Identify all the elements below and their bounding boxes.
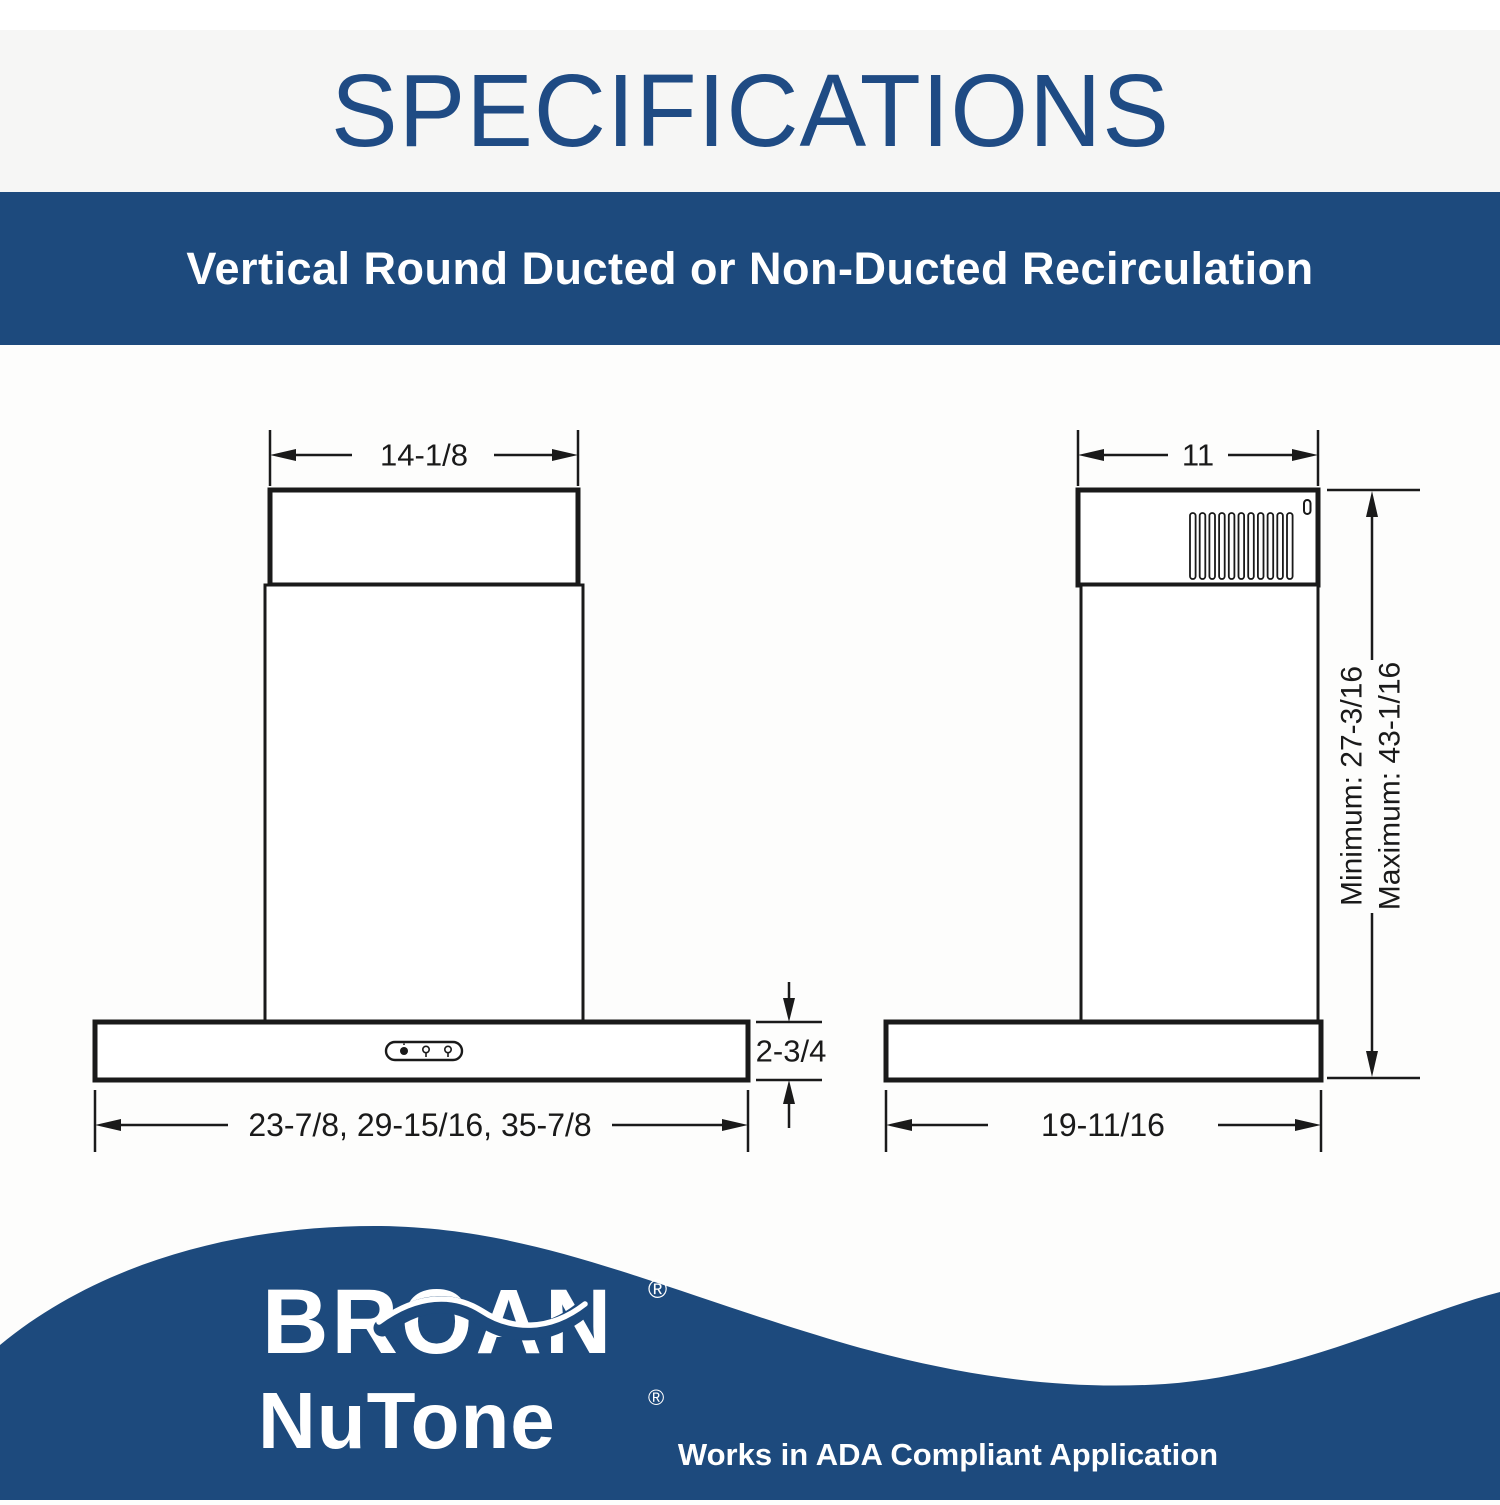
side-bottom-depth-dimension: 19-11/16 bbox=[884, 1090, 1323, 1152]
page-title: SPECIFICATIONS bbox=[330, 53, 1170, 168]
nutone-logo-text: NuTone bbox=[258, 1376, 556, 1465]
nutone-registered-icon: ® bbox=[648, 1385, 664, 1410]
footer-svg: BROAN ® NuTone ® Works in ADA Compliant … bbox=[0, 1225, 1500, 1500]
broan-registered-icon: ® bbox=[648, 1274, 667, 1304]
side-hood-base bbox=[883, 1019, 1324, 1083]
arrow-down-icon bbox=[783, 998, 795, 1022]
arrow-right-icon bbox=[722, 1119, 748, 1131]
arrow-left-icon bbox=[270, 449, 296, 461]
front-top-width-dimension: 14-1/8 bbox=[268, 430, 580, 486]
front-bottom-width-dimension: 23-7/8, 29-15/16, 35-7/8 bbox=[93, 1090, 750, 1152]
ada-note: Works in ADA Compliant Application bbox=[678, 1437, 1218, 1472]
front-hood-widths-label: 23-7/8, 29-15/16, 35-7/8 bbox=[248, 1107, 591, 1143]
side-top-depth-dimension: 11 bbox=[1076, 430, 1320, 486]
front-duct-cover bbox=[267, 487, 581, 588]
arrow-up-icon bbox=[1366, 491, 1378, 517]
top-white-strip bbox=[0, 0, 1500, 30]
front-base-height-dimension: 2-3/4 bbox=[756, 982, 827, 1128]
drawings-svg: 14-1/8 2-3/4 bbox=[92, 430, 1420, 1152]
side-hood-depth-label: 19-11/16 bbox=[1041, 1107, 1165, 1143]
front-chimney bbox=[263, 583, 585, 1024]
side-height-minimum-label: Minimum: 27-3/16 bbox=[1336, 666, 1369, 906]
arrow-left-icon bbox=[886, 1119, 912, 1131]
arrow-right-icon bbox=[552, 449, 578, 461]
subtitle-banner: Vertical Round Ducted or Non-Ducted Reci… bbox=[0, 192, 1500, 345]
side-chimney bbox=[1079, 583, 1320, 1024]
arrow-right-icon bbox=[1292, 449, 1318, 461]
arrow-left-icon bbox=[1078, 449, 1104, 461]
brand-footer: BROAN ® NuTone ® Works in ADA Compliant … bbox=[0, 1200, 1500, 1500]
front-view-drawing: 14-1/8 2-3/4 bbox=[92, 430, 827, 1152]
side-view-drawing: 11 Minimum: 27-3/16 bbox=[883, 430, 1420, 1152]
arrow-right-icon bbox=[1295, 1119, 1321, 1131]
subtitle-text: Vertical Round Ducted or Non-Ducted Reci… bbox=[186, 242, 1314, 294]
duct-knockout-mark bbox=[1303, 499, 1312, 515]
technical-drawings: 14-1/8 2-3/4 bbox=[0, 345, 1500, 1245]
side-height-dimension: Minimum: 27-3/16 Maximum: 43-1/16 bbox=[1327, 488, 1420, 1080]
front-chimney-width-label: 14-1/8 bbox=[380, 438, 468, 473]
title-band: SPECIFICATIONS bbox=[0, 30, 1500, 192]
arrow-up-icon bbox=[783, 1080, 795, 1104]
broan-wave-swoosh-icon bbox=[373, 1296, 591, 1341]
arrow-left-icon bbox=[95, 1119, 121, 1131]
control-buttons bbox=[384, 1040, 464, 1062]
wave-shape bbox=[0, 1225, 1500, 1500]
front-base-height-label: 2-3/4 bbox=[756, 1034, 827, 1069]
vent-grille bbox=[1189, 512, 1294, 580]
side-chimney-depth-label: 11 bbox=[1182, 438, 1214, 473]
side-height-maximum-label: Maximum: 43-1/16 bbox=[1374, 662, 1407, 910]
arrow-down-icon bbox=[1366, 1051, 1378, 1077]
